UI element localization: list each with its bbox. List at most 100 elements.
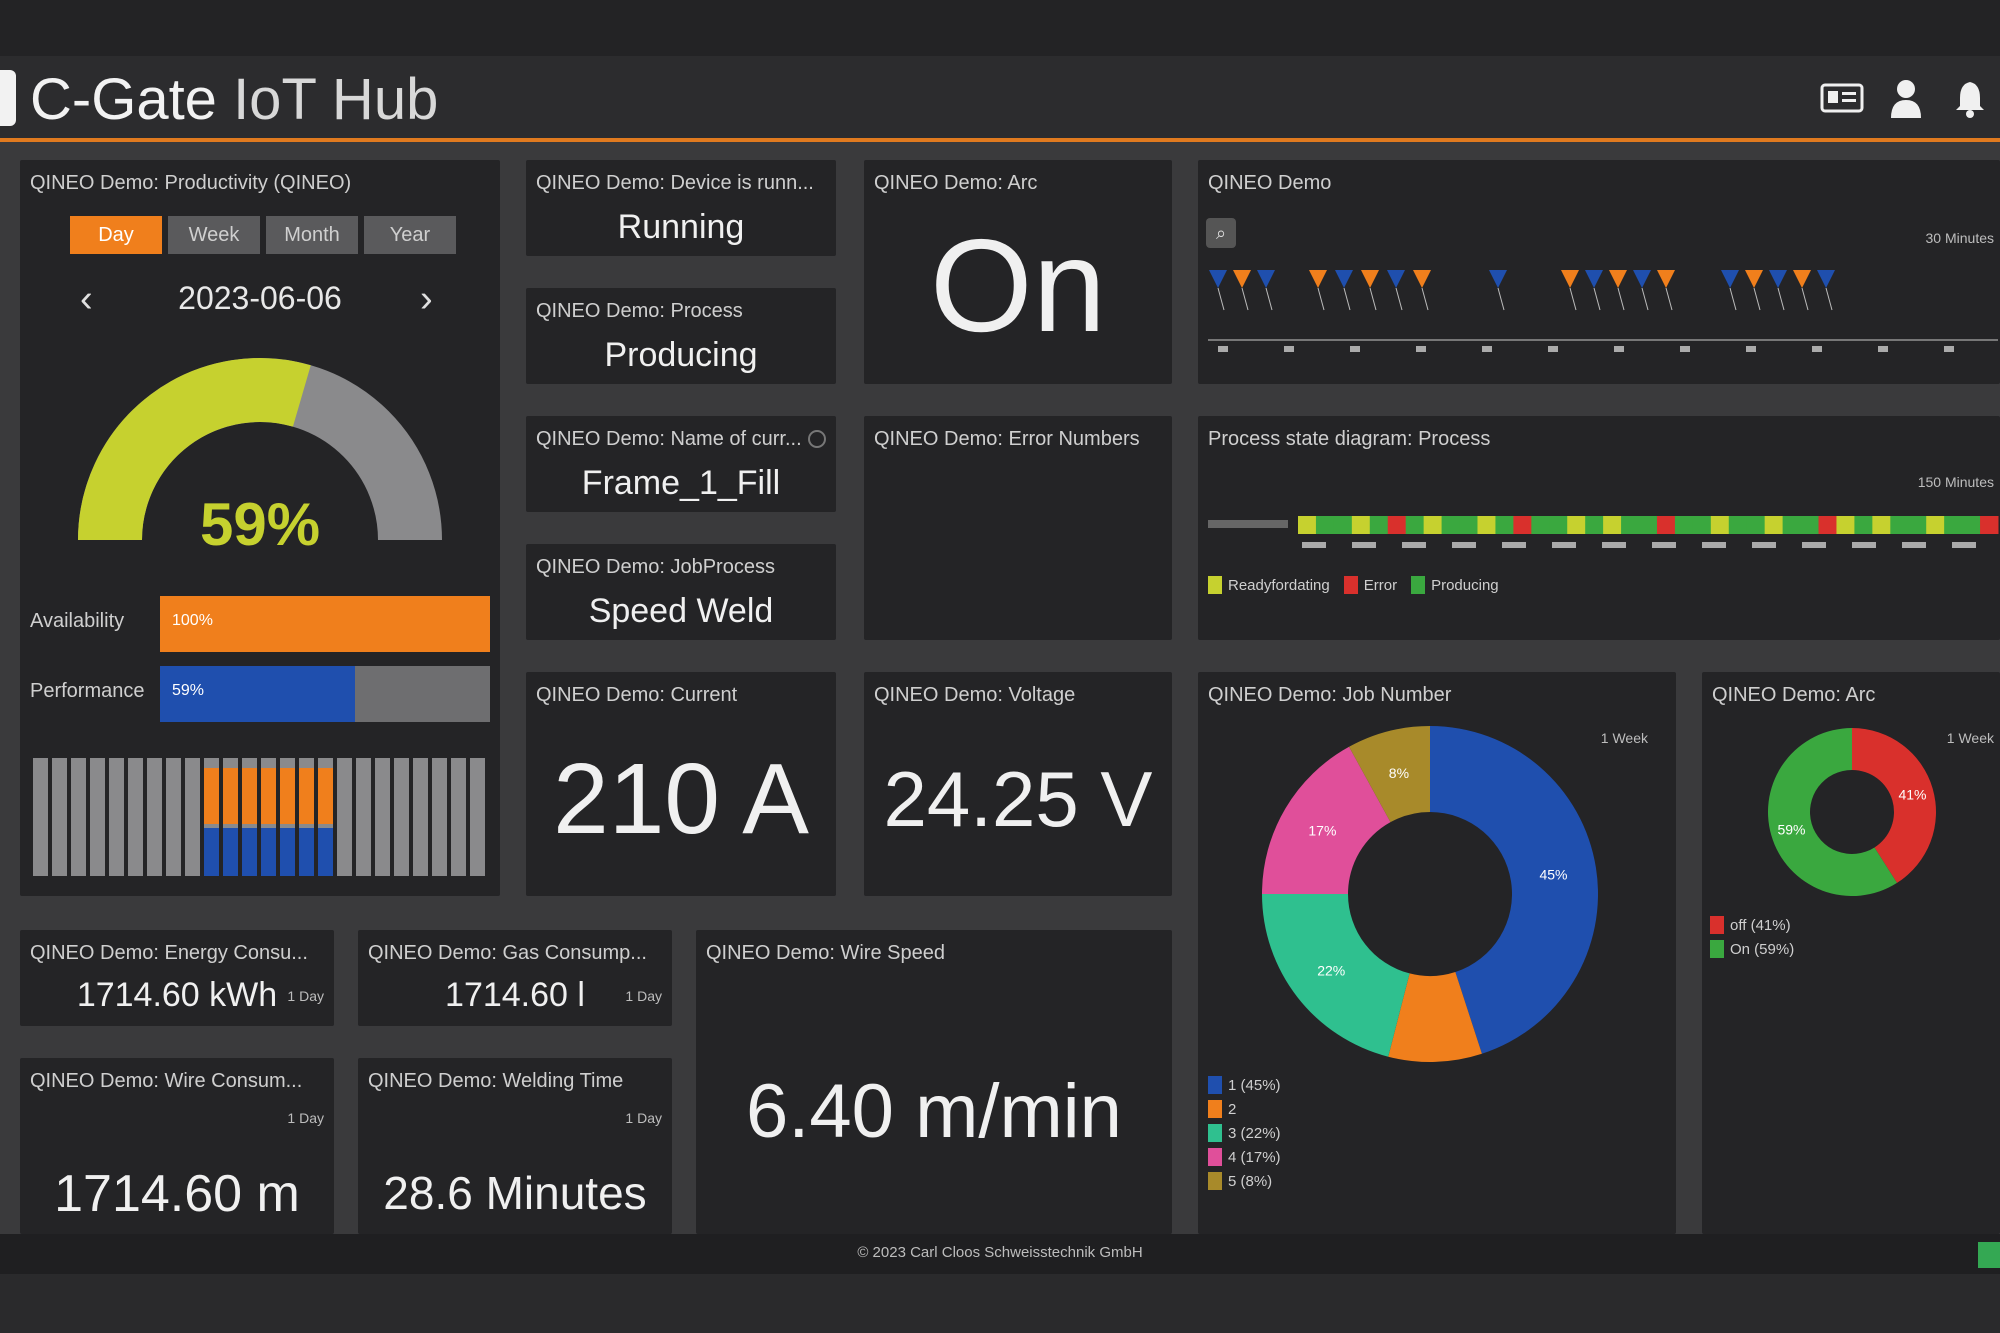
tab-day[interactable]: Day xyxy=(70,216,162,254)
process-state-segment[interactable] xyxy=(1459,516,1478,534)
timeline-event-marker[interactable] xyxy=(1817,270,1835,288)
process-state-segment[interactable] xyxy=(1674,516,1694,534)
process-state-segment[interactable] xyxy=(1890,516,1909,534)
process-state-segment[interactable] xyxy=(1513,516,1532,534)
process-state-segment[interactable] xyxy=(1531,516,1550,534)
process-state-segment[interactable] xyxy=(1423,516,1443,534)
timeline-event-marker[interactable] xyxy=(1209,270,1227,288)
welding-time-title: QINEO Demo: Welding Time xyxy=(368,1070,624,1092)
process-state-segment[interactable] xyxy=(1315,516,1335,534)
info-icon[interactable] xyxy=(808,430,826,448)
id-card-icon[interactable] xyxy=(1820,76,1864,120)
process-state-segment[interactable] xyxy=(1728,516,1748,534)
process-state-segment[interactable] xyxy=(1908,516,1927,534)
process-state-row-label xyxy=(1208,520,1288,528)
prev-date-chevron-icon[interactable]: ‹ xyxy=(80,278,93,320)
process-state-segment[interactable] xyxy=(1351,516,1371,534)
legend-item[interactable]: off (41%) xyxy=(1710,916,1794,934)
tab-month[interactable]: Month xyxy=(266,216,358,254)
donut-slice[interactable] xyxy=(1852,728,1936,883)
tab-year[interactable]: Year xyxy=(364,216,456,254)
donut-slice[interactable] xyxy=(1262,746,1391,894)
legend-item[interactable]: 2 xyxy=(1208,1100,1281,1118)
process-state-segment[interactable] xyxy=(1441,516,1461,534)
donut-slice-label: 45% xyxy=(1539,866,1567,882)
process-state-segment[interactable] xyxy=(1782,516,1802,534)
process-state-segment[interactable] xyxy=(1405,516,1425,534)
process-state-segment[interactable] xyxy=(1980,516,1999,534)
timeline-event-marker[interactable] xyxy=(1489,270,1507,288)
process-state-segment[interactable] xyxy=(1495,516,1514,534)
energy-range-note: 1 Day xyxy=(287,988,324,1004)
process-state-segment[interactable] xyxy=(1549,516,1568,534)
timeline-event-marker[interactable] xyxy=(1721,270,1739,288)
legend-item[interactable]: 3 (22%) xyxy=(1208,1124,1281,1142)
timeline-event-marker[interactable] xyxy=(1387,270,1405,288)
process-state-segment[interactable] xyxy=(1692,516,1712,534)
process-state-segment[interactable] xyxy=(1387,516,1407,534)
timeline-event-marker[interactable] xyxy=(1335,270,1353,288)
zoom-search-icon[interactable]: ⌕ xyxy=(1206,218,1236,248)
legend-swatch xyxy=(1208,1124,1222,1142)
process-state-segment[interactable] xyxy=(1585,516,1604,534)
timeline-event-marker[interactable] xyxy=(1413,270,1431,288)
process-state-segment[interactable] xyxy=(1603,516,1622,534)
process-state-segment[interactable] xyxy=(1836,516,1855,534)
process-state-segment[interactable] xyxy=(1567,516,1586,534)
donut-slice[interactable] xyxy=(1349,726,1430,823)
timeline-event-marker[interactable] xyxy=(1745,270,1763,288)
timeline-event-marker[interactable] xyxy=(1233,270,1251,288)
bell-icon[interactable] xyxy=(1948,76,1992,120)
process-state-segment[interactable] xyxy=(1656,516,1676,534)
process-state-segment[interactable] xyxy=(1872,516,1891,534)
hour-availability-cell xyxy=(318,768,333,824)
legend-item[interactable]: On (59%) xyxy=(1710,940,1794,958)
process-state-segment[interactable] xyxy=(1764,516,1784,534)
donut-slice[interactable] xyxy=(1768,728,1898,896)
timeline-event-marker[interactable] xyxy=(1657,270,1675,288)
wire-speed-value: 6.40 m/min xyxy=(746,1069,1122,1154)
legend-item[interactable]: 1 (45%) xyxy=(1208,1076,1281,1094)
donut-slice[interactable] xyxy=(1388,971,1482,1062)
hour-performance-cell xyxy=(280,828,295,876)
timeline-event-marker[interactable] xyxy=(1633,270,1651,288)
timeline-event-marker[interactable] xyxy=(1257,270,1275,288)
hour-column xyxy=(223,758,238,876)
timeline-tick xyxy=(1416,346,1426,352)
user-icon[interactable] xyxy=(1884,76,1928,120)
next-date-chevron-icon[interactable]: › xyxy=(420,278,433,320)
timeline-event-marker[interactable] xyxy=(1609,270,1627,288)
process-state-segment[interactable] xyxy=(1854,516,1873,534)
gauge-fill xyxy=(78,358,311,541)
process-state-segment[interactable] xyxy=(1962,516,1981,534)
process-state-segment[interactable] xyxy=(1477,516,1496,534)
donut-slice[interactable] xyxy=(1430,726,1598,1054)
legend-item[interactable]: 4 (17%) xyxy=(1208,1148,1281,1166)
process-state-segment[interactable] xyxy=(1621,516,1640,534)
timeline-event-marker[interactable] xyxy=(1309,270,1327,288)
process-state-segment[interactable] xyxy=(1369,516,1389,534)
donut-slice[interactable] xyxy=(1262,894,1410,1057)
process-state-segment[interactable] xyxy=(1298,516,1317,534)
process-state-segment[interactable] xyxy=(1926,516,1945,534)
timeline-event-marker[interactable] xyxy=(1561,270,1579,288)
process-state-segment[interactable] xyxy=(1800,516,1820,534)
tab-week[interactable]: Week xyxy=(168,216,260,254)
process-state-segment[interactable] xyxy=(1818,516,1837,534)
timeline-tick xyxy=(1944,346,1954,352)
timeline-event-marker[interactable] xyxy=(1361,270,1379,288)
timeline-event-marker[interactable] xyxy=(1585,270,1603,288)
donut-slice-label: 17% xyxy=(1308,822,1336,838)
process-state-segment[interactable] xyxy=(1639,516,1658,534)
process-state-segment[interactable] xyxy=(1746,516,1766,534)
process-state-segment[interactable] xyxy=(1710,516,1730,534)
legend-item[interactable]: 5 (8%) xyxy=(1208,1172,1281,1190)
process-state-segment[interactable] xyxy=(1333,516,1353,534)
timeline-event-marker[interactable] xyxy=(1793,270,1811,288)
legend-label: Error xyxy=(1363,576,1398,594)
productivity-panel: QINEO Demo: Productivity (QINEO) Day Wee… xyxy=(20,160,500,896)
timeline-connector xyxy=(1825,287,1833,311)
timeline-event-marker[interactable] xyxy=(1769,270,1787,288)
process-state-segment[interactable] xyxy=(1944,516,1963,534)
donut-slice-label: 22% xyxy=(1317,963,1345,979)
